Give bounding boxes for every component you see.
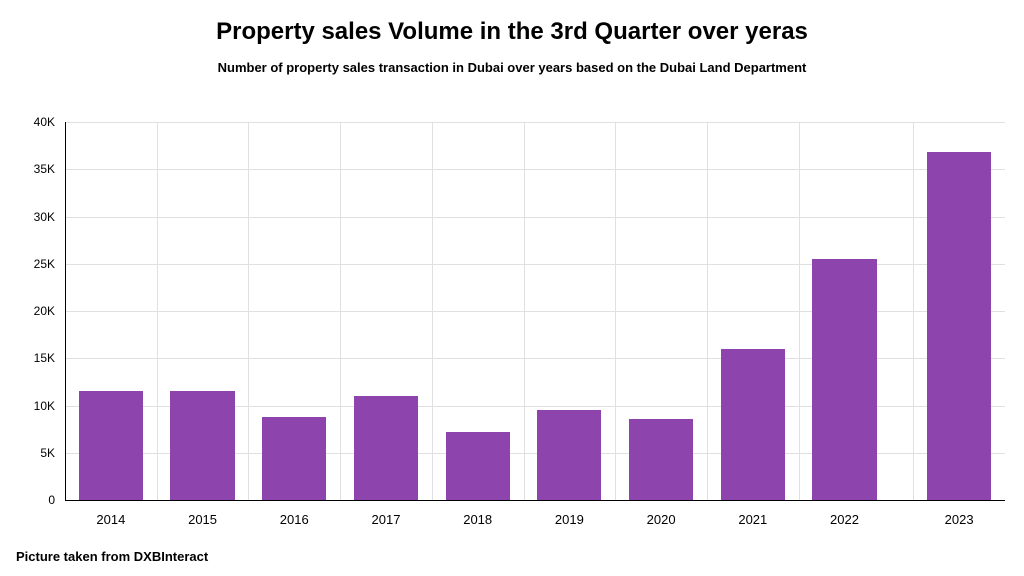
gridline-vertical (524, 122, 525, 500)
gridline-horizontal (65, 217, 1005, 218)
bar (721, 349, 785, 500)
gridline-vertical (340, 122, 341, 500)
y-axis-tick-label: 20K (0, 304, 55, 318)
y-axis-tick-label: 15K (0, 351, 55, 365)
x-axis-tick-label: 2018 (463, 512, 492, 527)
x-axis-tick-label: 2021 (738, 512, 767, 527)
x-axis-tick-label: 2019 (555, 512, 584, 527)
y-axis-tick-label: 30K (0, 210, 55, 224)
bar (170, 391, 234, 500)
bar (262, 417, 326, 500)
gridline-horizontal (65, 169, 1005, 170)
y-axis-tick-label: 35K (0, 162, 55, 176)
bar (79, 391, 143, 500)
chart-footer: Picture taken from DXBInteract (16, 549, 208, 564)
x-axis-tick-label: 2016 (280, 512, 309, 527)
y-axis-tick-label: 40K (0, 115, 55, 129)
y-axis-tick-label: 10K (0, 399, 55, 413)
x-axis-tick-label: 2015 (188, 512, 217, 527)
bar (812, 259, 876, 500)
plot-area: 05K10K15K20K25K30K35K40K2014201520162017… (65, 122, 1005, 500)
bar (354, 396, 418, 500)
bar (446, 432, 510, 500)
bar (927, 152, 991, 500)
bar (629, 419, 693, 500)
gridline-vertical (615, 122, 616, 500)
x-axis-tick-label: 2014 (96, 512, 125, 527)
x-axis-tick-label: 2020 (647, 512, 676, 527)
chart-area: 0 5K 10K 15K 20K 25K 30K 35K 40K 2014 2015 2016 2017… (0, 0, 1024, 576)
chart-container: Property sales Volume in the 3rd Quarter… (0, 0, 1024, 576)
y-axis-tick-label: 25K (0, 257, 55, 271)
gridline-vertical (707, 122, 708, 500)
gridline-vertical (248, 122, 249, 500)
y-axis-tick-label: 0 (0, 493, 55, 507)
x-axis-line (65, 500, 1005, 501)
x-axis-tick-label: 2017 (372, 512, 401, 527)
gridline-vertical (157, 122, 158, 500)
x-axis-tick-label: 2023 (945, 512, 974, 527)
gridline-vertical (432, 122, 433, 500)
gridline-horizontal (65, 122, 1005, 123)
y-axis-line (65, 122, 66, 500)
x-axis-tick-label: 2022 (830, 512, 859, 527)
bar (537, 410, 601, 500)
gridline-vertical (799, 122, 800, 500)
gridline-vertical (913, 122, 914, 500)
y-axis-tick-label: 5K (0, 446, 55, 460)
